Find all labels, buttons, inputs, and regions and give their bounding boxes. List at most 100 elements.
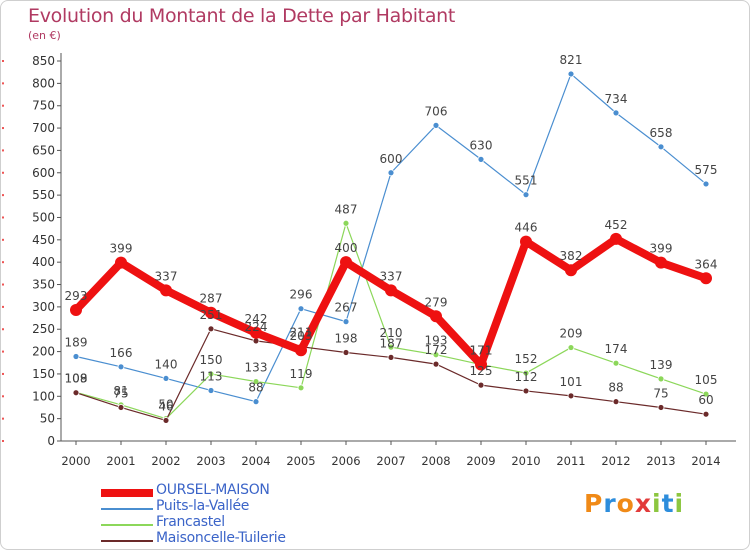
x-tick-label: 2008 xyxy=(421,454,450,468)
y-tick-label: 700 xyxy=(32,121,55,135)
data-label: 296 xyxy=(290,288,313,302)
data-label: 193 xyxy=(425,334,448,348)
data-point xyxy=(700,272,712,285)
data-point xyxy=(567,70,575,78)
legend-swatch xyxy=(101,524,153,526)
data-label: 150 xyxy=(200,353,223,367)
data-point xyxy=(657,375,665,383)
data-point xyxy=(432,351,440,359)
data-point xyxy=(162,417,170,424)
brand-letter: i xyxy=(674,489,685,518)
data-point xyxy=(117,404,125,411)
y-edge-marker xyxy=(2,261,4,264)
data-label: 600 xyxy=(380,152,403,166)
x-tick-label: 2006 xyxy=(331,454,360,468)
data-point xyxy=(252,398,260,406)
data-point xyxy=(522,369,530,377)
y-edge-marker xyxy=(2,372,4,375)
data-point xyxy=(297,305,305,313)
data-point xyxy=(342,219,350,227)
y-tick-label: 300 xyxy=(32,300,55,314)
y-edge-marker xyxy=(2,60,4,62)
data-point xyxy=(162,375,170,382)
data-label: 171 xyxy=(470,344,493,358)
data-point xyxy=(385,284,397,297)
y-tick-label: 150 xyxy=(32,367,55,381)
data-point xyxy=(207,370,215,378)
x-tick-label: 2011 xyxy=(556,454,585,468)
y-tick-label: 50 xyxy=(40,412,55,426)
data-label: 189 xyxy=(65,336,88,350)
data-point xyxy=(702,180,710,188)
data-label: 152 xyxy=(515,352,538,366)
data-point xyxy=(72,389,80,397)
data-label: 210 xyxy=(380,326,403,340)
legend-swatch xyxy=(101,508,153,510)
data-point xyxy=(250,326,262,339)
y-tick-label: 850 xyxy=(32,54,55,68)
y-tick-label: 750 xyxy=(32,99,55,113)
data-point xyxy=(115,256,127,269)
data-point xyxy=(295,344,307,357)
data-label: 446 xyxy=(515,221,538,235)
data-point xyxy=(567,344,575,351)
data-point xyxy=(475,358,487,371)
data-label: 706 xyxy=(425,104,448,118)
data-label: 203 xyxy=(290,329,313,343)
data-label: 293 xyxy=(65,289,88,303)
x-tick-label: 2003 xyxy=(196,454,225,468)
data-label: 242 xyxy=(245,312,268,326)
y-tick-label: 350 xyxy=(32,278,55,292)
data-point xyxy=(522,191,530,199)
data-label: 267 xyxy=(335,301,358,315)
data-label: 88 xyxy=(608,381,623,395)
data-point xyxy=(567,392,575,400)
y-edge-marker xyxy=(2,82,4,85)
data-label: 50 xyxy=(158,398,173,412)
data-label: 101 xyxy=(560,375,583,389)
x-tick-label: 2009 xyxy=(466,454,495,468)
brand-letter: t xyxy=(661,489,675,518)
y-tick-label: 500 xyxy=(32,210,55,224)
data-label: 46 xyxy=(158,399,173,413)
data-point xyxy=(477,155,485,163)
x-tick-label: 2014 xyxy=(691,454,720,468)
y-edge-marker xyxy=(2,194,4,197)
brand-letter: x xyxy=(634,489,652,518)
data-point xyxy=(522,387,530,395)
legend-swatch xyxy=(101,540,153,542)
data-point xyxy=(477,381,485,389)
data-point xyxy=(207,387,215,394)
data-point xyxy=(252,378,260,385)
data-point xyxy=(430,310,442,323)
data-point xyxy=(72,353,80,360)
data-label: 172 xyxy=(425,343,448,357)
data-label: 658 xyxy=(650,126,673,140)
y-tick-label: 0 xyxy=(47,434,55,448)
data-point xyxy=(655,256,667,269)
data-label: 108 xyxy=(65,372,88,386)
brand-letter: i xyxy=(652,489,662,518)
y-tick-label: 200 xyxy=(32,345,55,359)
data-label: 337 xyxy=(155,269,178,283)
x-tick-label: 2002 xyxy=(151,454,180,468)
x-tick-label: 2012 xyxy=(601,454,630,468)
y-tick-label: 100 xyxy=(32,389,55,403)
x-tick-label: 2010 xyxy=(511,454,540,468)
y-edge-marker xyxy=(2,350,4,353)
data-label: 209 xyxy=(560,327,583,341)
data-label: 88 xyxy=(248,381,263,395)
x-tick-label: 2001 xyxy=(106,454,135,468)
data-point xyxy=(207,325,215,333)
data-point xyxy=(612,398,620,406)
data-label: 113 xyxy=(200,369,223,383)
data-label: 171 xyxy=(470,344,493,358)
data-point xyxy=(612,359,620,367)
data-point xyxy=(342,318,350,326)
y-edge-marker xyxy=(2,171,4,174)
legend-label: Maisoncelle-Tuilerie xyxy=(156,530,286,546)
data-point xyxy=(297,384,305,392)
brand-letter: o xyxy=(616,489,635,518)
data-point xyxy=(342,349,350,356)
